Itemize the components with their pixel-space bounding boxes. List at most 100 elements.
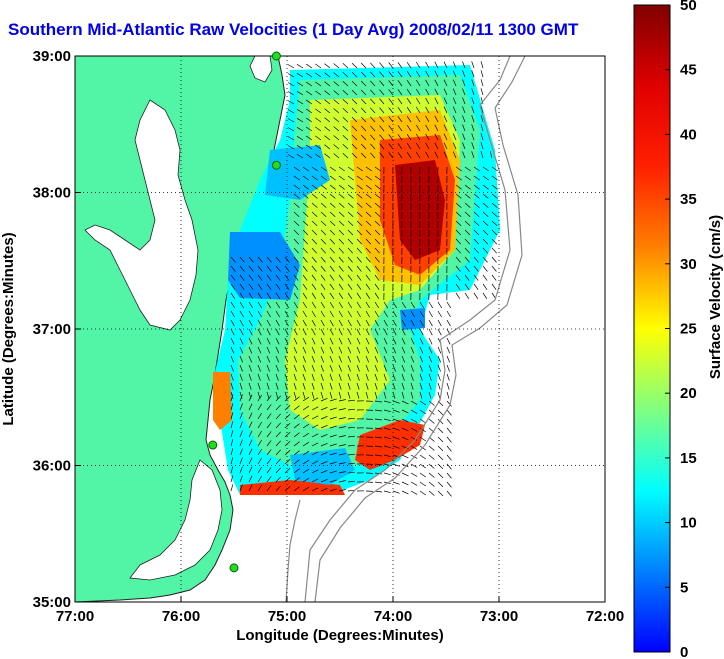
velocity-arrow (293, 220, 300, 227)
velocity-arrow (311, 364, 315, 372)
velocity-arrow (329, 175, 336, 181)
velocity-arrow (437, 364, 441, 372)
velocity-arrow (464, 274, 470, 281)
velocity-arrow (455, 283, 461, 290)
velocity-arrow (410, 355, 415, 363)
velocity-arrow (401, 337, 406, 345)
velocity-arrow (306, 99, 313, 105)
velocity-arrow (480, 106, 484, 114)
velocity-arrow (410, 445, 418, 450)
velocity-arrow (329, 434, 337, 438)
velocity-arrow (284, 337, 289, 345)
velocity-arrow (365, 229, 372, 236)
velocity-arrow (293, 328, 298, 336)
velocity-arrow (338, 471, 346, 474)
velocity-arrow (437, 382, 441, 390)
velocity-arrow (464, 184, 471, 190)
velocity-arrow (230, 301, 235, 309)
velocity-arrow (347, 292, 353, 299)
velocity-arrow (374, 211, 381, 217)
velocity-arrow (311, 355, 316, 363)
velocity-arrow (443, 79, 448, 87)
velocity-arrow (302, 441, 310, 447)
velocity-arrow (388, 80, 394, 87)
velocity-arrow (248, 364, 252, 372)
velocity-arrow (287, 145, 295, 150)
velocity-arrow (230, 256, 236, 263)
velocity-arrow (338, 328, 343, 336)
velocity-arrow (296, 64, 304, 69)
velocity-arrow (482, 175, 489, 181)
velocity-arrow (275, 440, 281, 447)
velocity-arrow (315, 126, 322, 132)
velocity-arrow (275, 355, 280, 363)
velocity-arrow (471, 142, 475, 150)
velocity-arrow (425, 133, 430, 141)
velocity-arrow (257, 412, 262, 420)
velocity-arrow (351, 143, 358, 150)
velocity-arrow (419, 319, 424, 327)
velocity-arrow (443, 151, 448, 159)
velocity-arrow (284, 364, 288, 372)
velocity-arrow (388, 98, 394, 105)
velocity-arrow (293, 274, 299, 281)
velocity-arrow (302, 247, 308, 254)
velocity-arrow (446, 436, 452, 443)
velocity-arrow (320, 193, 327, 199)
velocity-arrow (284, 310, 289, 318)
velocity-arrow (315, 99, 322, 105)
velocity-arrow (401, 319, 406, 327)
velocity-arrow (471, 133, 475, 141)
velocity-arrow (356, 175, 363, 181)
velocity-arrow (320, 202, 327, 208)
velocity-arrow (464, 265, 470, 272)
velocity-arrow (230, 382, 234, 390)
velocity-arrow (311, 211, 318, 217)
velocity-arrow (416, 97, 421, 105)
velocity-arrow (425, 124, 430, 132)
velocity-arrow (302, 256, 308, 263)
velocity-arrow (293, 211, 300, 217)
velocity-arrow (266, 391, 270, 399)
velocity-arrow (356, 319, 361, 327)
velocity-arrow (365, 265, 371, 272)
velocity-arrow (248, 310, 253, 318)
velocity-arrow (360, 143, 367, 150)
velocity-arrow (388, 62, 394, 69)
velocity-arrow (397, 62, 403, 69)
velocity-arrow (480, 115, 484, 123)
velocity-arrow (324, 99, 331, 105)
velocity-arrow (347, 462, 355, 465)
velocity-arrow (480, 142, 484, 150)
velocity-arrow (452, 133, 457, 141)
velocity-arrow (266, 485, 272, 492)
velocity-arrow (293, 391, 297, 399)
velocity-arrow (275, 476, 281, 483)
velocity-arrow (342, 153, 349, 159)
velocity-arrow (239, 403, 243, 411)
velocity-arrow (356, 229, 363, 236)
velocity-arrow (365, 238, 372, 245)
velocity-arrow (347, 310, 352, 318)
velocity-arrow (275, 256, 281, 263)
velocity-arrow (374, 373, 378, 381)
velocity-arrow (302, 301, 307, 309)
velocity-arrow (347, 166, 354, 172)
velocity-arrow (347, 202, 354, 208)
velocity-arrow (257, 292, 263, 299)
velocity-arrow (293, 355, 298, 363)
velocity-arrow (329, 346, 334, 354)
velocity-arrow (257, 310, 262, 318)
velocity-arrow (347, 453, 355, 456)
velocity-arrow (338, 220, 345, 227)
velocity-arrow (302, 283, 308, 290)
velocity-arrow (248, 484, 253, 492)
velocity-arrow (257, 475, 262, 483)
velocity-arrow (356, 346, 361, 354)
velocity-arrow (406, 125, 412, 132)
velocity-arrow (315, 117, 322, 123)
velocity-arrow (329, 229, 336, 236)
y-axis: 39:00 38:00 37:00 36:00 35:00 (33, 48, 81, 611)
velocity-arrow (446, 355, 451, 363)
velocity-arrow (401, 463, 409, 468)
